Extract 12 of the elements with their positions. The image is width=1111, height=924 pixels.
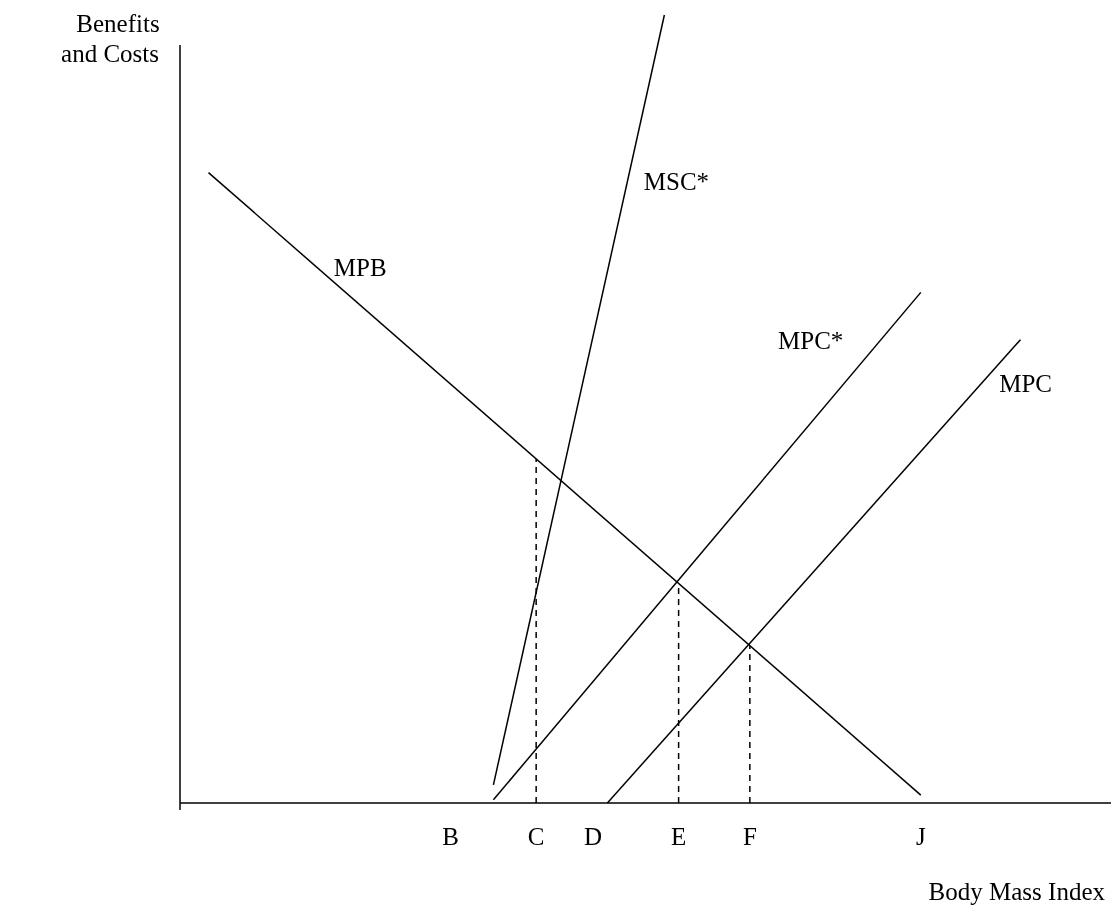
x-axis-title: Body Mass Index [928,878,1106,905]
x-tick-label: E [670,823,687,850]
x-tick-label: C [527,823,545,850]
x-tick-label: D [584,823,603,850]
y-axis-title: Benefits and Costs [61,10,160,67]
x-tick-label: J [915,823,926,850]
x-tick-label: F [742,823,757,850]
series-label: MPC* [778,326,844,354]
series-label: MSC* [643,168,710,196]
series-label: MPC [999,369,1053,397]
x-tick-label: B [442,823,460,850]
series-label: MPB [333,253,387,281]
